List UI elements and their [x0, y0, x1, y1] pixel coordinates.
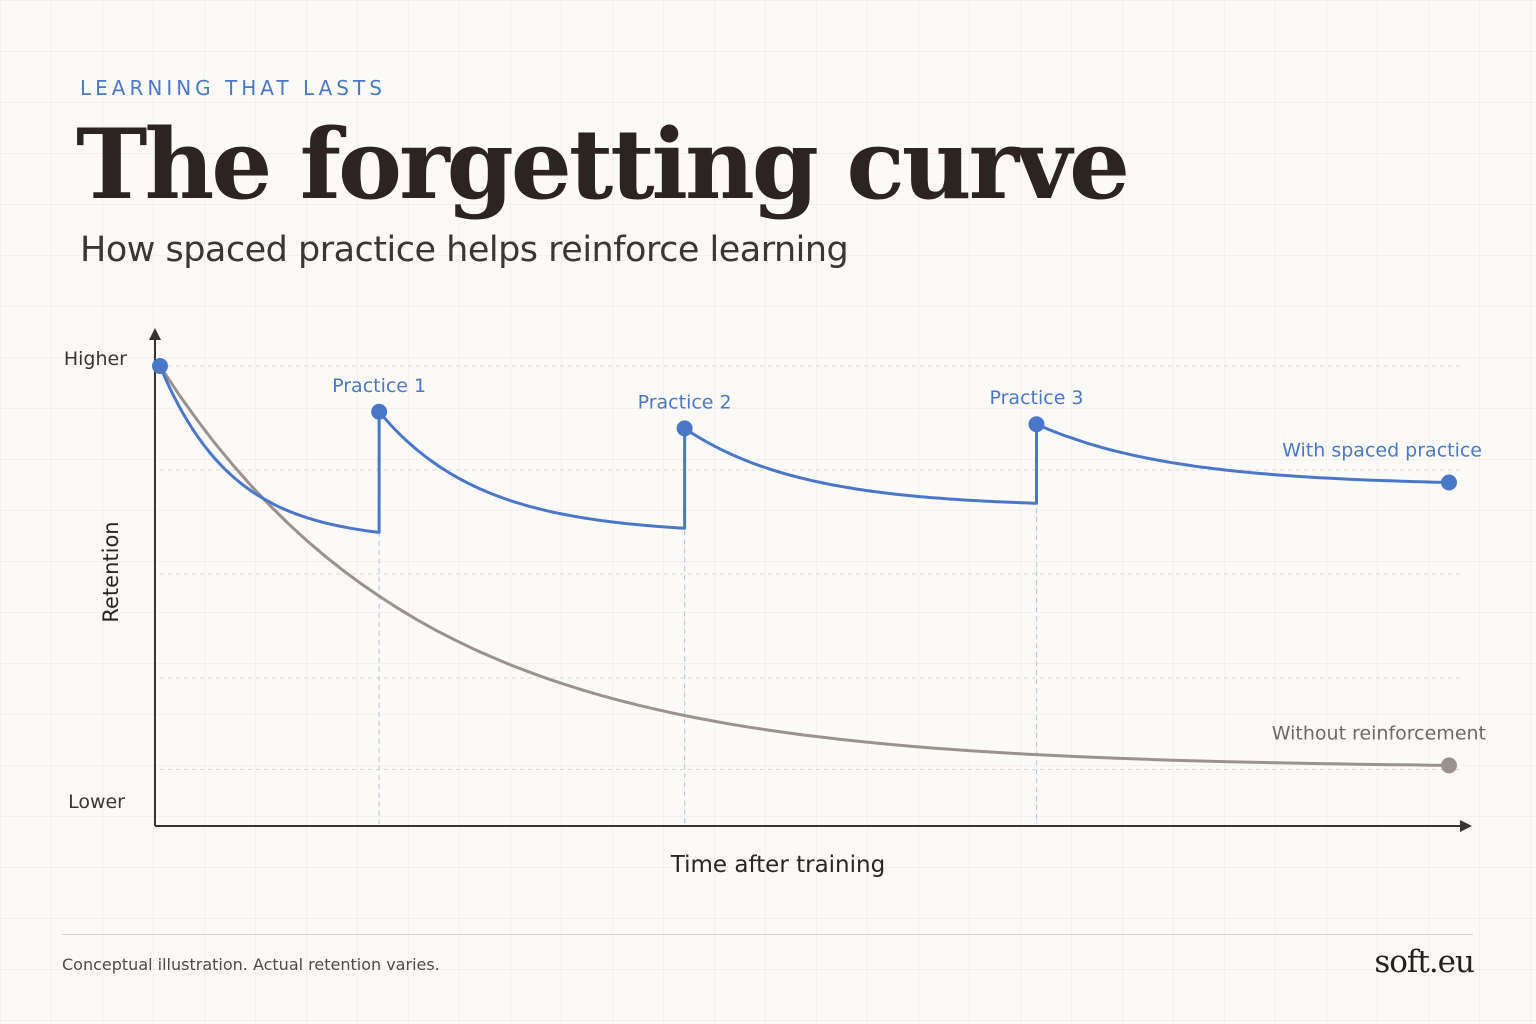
eyebrow-label: LEARNING THAT LASTS [80, 76, 386, 100]
y-axis-label: Retention [99, 521, 123, 622]
page-subtitle: How spaced practice helps reinforce lear… [80, 230, 849, 270]
series-label-with-spaced-practice: With spaced practice [1282, 439, 1482, 461]
chart-gridlines [160, 365, 1462, 771]
x-axis-label: Time after training [670, 852, 885, 878]
practice-point [1028, 416, 1045, 433]
start-point [152, 358, 168, 374]
practice-guide-lines [378, 423, 1038, 824]
chart-series [152, 358, 1457, 774]
practice-label: Practice 3 [990, 387, 1084, 409]
series-label-without-reinforcement: Without reinforcement [1272, 722, 1486, 744]
footer-divider [62, 934, 1473, 935]
y-tick-label-lower: Lower [68, 791, 125, 813]
y-tick-label-higher: Higher [64, 348, 127, 370]
series-with-spaced-practice [158, 364, 1451, 534]
footnote: Conceptual illustration. Actual retentio… [62, 955, 440, 974]
endpoint-with-spaced-practice [1441, 474, 1457, 491]
brand-logo: soft.eu [1374, 944, 1475, 980]
practice-point [371, 403, 388, 420]
practice-label: Practice 1 [332, 375, 426, 397]
series-without-reinforcement [158, 364, 1451, 767]
practice-label: Practice 2 [638, 391, 732, 413]
page-title: The forgetting curve [76, 108, 1130, 221]
practice-point [676, 420, 693, 437]
endpoint-without-reinforcement [1441, 757, 1457, 774]
chart-axes: Higher Lower Retention Time after traini… [64, 328, 1472, 878]
chart-data-labels: Practice 1 Practice 2 Practice 3 With space… [332, 375, 1486, 745]
